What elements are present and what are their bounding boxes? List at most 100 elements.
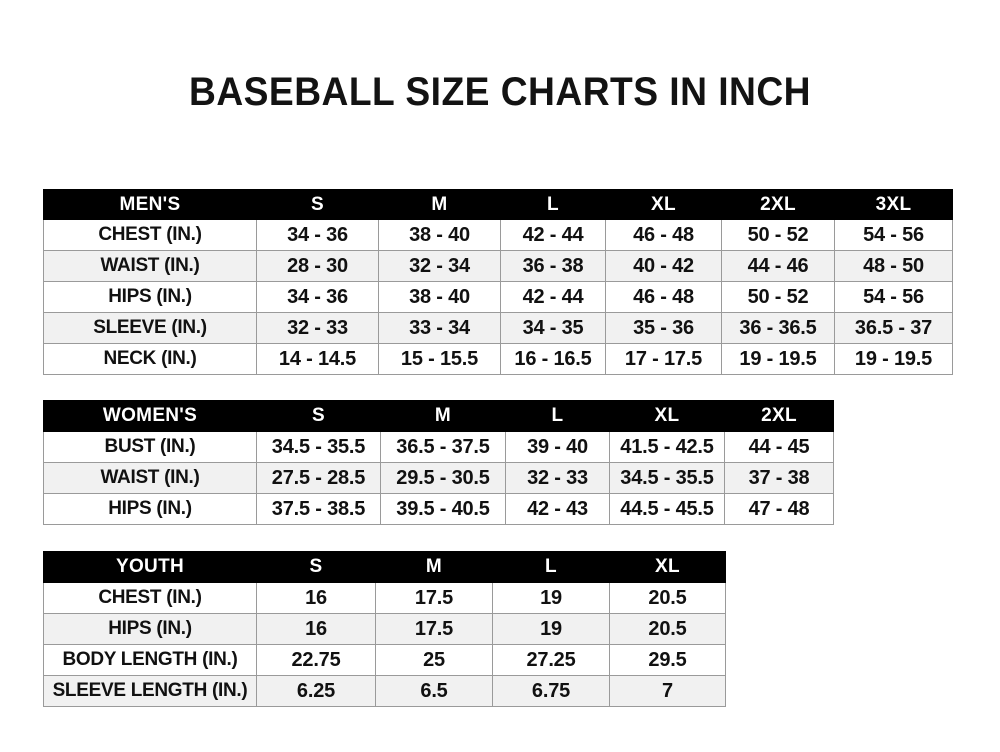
- cell-mens-waist-2xl: 44 - 46: [721, 250, 835, 282]
- womens-header-xl: XL: [609, 400, 725, 432]
- cell-mens-neck-m: 15 - 15.5: [378, 343, 501, 375]
- cell-youth-bodylength-l: 27.25: [492, 644, 610, 676]
- womens-header-l: L: [505, 400, 610, 432]
- row-label-sleeve: SLEEVE (IN.): [43, 312, 257, 344]
- youth-header-m: M: [375, 551, 493, 583]
- row-label-hips: HIPS (IN.): [43, 613, 257, 645]
- mens-size-table: MEN'S S M L XL 2XL 3XL CHEST (IN.) 34 - …: [43, 189, 953, 375]
- cell-womens-waist-l: 32 - 33: [505, 462, 610, 494]
- cell-mens-chest-3xl: 54 - 56: [834, 219, 953, 251]
- cell-mens-neck-xl: 17 - 17.5: [605, 343, 722, 375]
- cell-youth-bodylength-m: 25: [375, 644, 493, 676]
- table-row: WAIST (IN.) 28 - 30 32 - 34 36 - 38 40 -…: [43, 250, 953, 282]
- cell-mens-sleeve-m: 33 - 34: [378, 312, 501, 344]
- cell-youth-hips-xl: 20.5: [609, 613, 726, 645]
- cell-mens-chest-xl: 46 - 48: [605, 219, 722, 251]
- cell-youth-chest-s: 16: [256, 582, 376, 614]
- cell-mens-neck-s: 14 - 14.5: [256, 343, 379, 375]
- cell-mens-waist-xl: 40 - 42: [605, 250, 722, 282]
- cell-mens-sleeve-l: 34 - 35: [500, 312, 606, 344]
- cell-womens-waist-s: 27.5 - 28.5: [256, 462, 381, 494]
- youth-header-l: L: [492, 551, 610, 583]
- table-row: BODY LENGTH (IN.) 22.75 25 27.25 29.5: [43, 644, 726, 676]
- row-label-chest: CHEST (IN.): [43, 582, 257, 614]
- row-label-chest: CHEST (IN.): [43, 219, 257, 251]
- table-row: SLEEVE (IN.) 32 - 33 33 - 34 34 - 35 35 …: [43, 312, 953, 344]
- cell-womens-hips-2xl: 47 - 48: [724, 493, 834, 525]
- womens-size-table: WOMEN'S S M L XL 2XL BUST (IN.) 34.5 - 3…: [43, 400, 834, 525]
- mens-header-category: MEN'S: [43, 189, 257, 220]
- womens-header-2xl: 2XL: [724, 400, 834, 432]
- cell-mens-waist-l: 36 - 38: [500, 250, 606, 282]
- cell-womens-waist-2xl: 37 - 38: [724, 462, 834, 494]
- cell-youth-hips-s: 16: [256, 613, 376, 645]
- cell-youth-chest-m: 17.5: [375, 582, 493, 614]
- cell-youth-hips-m: 17.5: [375, 613, 493, 645]
- cell-youth-hips-l: 19: [492, 613, 610, 645]
- cell-mens-waist-3xl: 48 - 50: [834, 250, 953, 282]
- cell-youth-bodylength-xl: 29.5: [609, 644, 726, 676]
- cell-mens-waist-s: 28 - 30: [256, 250, 379, 282]
- cell-mens-sleeve-3xl: 36.5 - 37: [834, 312, 953, 344]
- cell-youth-sleevelength-l: 6.75: [492, 675, 610, 707]
- row-label-bust: BUST (IN.): [43, 431, 257, 463]
- cell-womens-hips-xl: 44.5 - 45.5: [609, 493, 725, 525]
- table-row: HIPS (IN.) 34 - 36 38 - 40 42 - 44 46 - …: [43, 281, 953, 313]
- womens-header-s: S: [256, 400, 381, 432]
- cell-youth-sleevelength-s: 6.25: [256, 675, 376, 707]
- mens-header-3xl: 3XL: [834, 189, 953, 220]
- youth-size-table: YOUTH S M L XL CHEST (IN.) 16 17.5 19 20…: [43, 551, 726, 707]
- page-title: BASEBALL SIZE CHARTS IN INCH: [188, 70, 812, 114]
- row-label-hips: HIPS (IN.): [43, 493, 257, 525]
- cell-youth-sleevelength-xl: 7: [609, 675, 726, 707]
- mens-header-xl: XL: [605, 189, 722, 220]
- cell-mens-hips-2xl: 50 - 52: [721, 281, 835, 313]
- cell-womens-waist-m: 29.5 - 30.5: [380, 462, 506, 494]
- cell-mens-chest-s: 34 - 36: [256, 219, 379, 251]
- cell-mens-sleeve-2xl: 36 - 36.5: [721, 312, 835, 344]
- youth-header-xl: XL: [609, 551, 726, 583]
- cell-womens-bust-xl: 41.5 - 42.5: [609, 431, 725, 463]
- mens-header-s: S: [256, 189, 379, 220]
- table-row: CHEST (IN.) 34 - 36 38 - 40 42 - 44 46 -…: [43, 219, 953, 251]
- row-label-waist: WAIST (IN.): [43, 250, 257, 282]
- cell-mens-hips-s: 34 - 36: [256, 281, 379, 313]
- cell-womens-hips-l: 42 - 43: [505, 493, 610, 525]
- cell-mens-chest-l: 42 - 44: [500, 219, 606, 251]
- mens-header-m: M: [378, 189, 501, 220]
- youth-header-category: YOUTH: [43, 551, 257, 583]
- cell-womens-waist-xl: 34.5 - 35.5: [609, 462, 725, 494]
- cell-womens-bust-2xl: 44 - 45: [724, 431, 834, 463]
- mens-header-row: MEN'S S M L XL 2XL 3XL: [43, 189, 953, 220]
- cell-youth-sleevelength-m: 6.5: [375, 675, 493, 707]
- row-label-hips: HIPS (IN.): [43, 281, 257, 313]
- cell-mens-hips-l: 42 - 44: [500, 281, 606, 313]
- womens-header-m: M: [380, 400, 506, 432]
- cell-mens-sleeve-xl: 35 - 36: [605, 312, 722, 344]
- cell-mens-waist-m: 32 - 34: [378, 250, 501, 282]
- table-row: SLEEVE LENGTH (IN.) 6.25 6.5 6.75 7: [43, 675, 726, 707]
- table-row: HIPS (IN.) 16 17.5 19 20.5: [43, 613, 726, 645]
- row-label-body-length: BODY LENGTH (IN.): [43, 644, 257, 676]
- row-label-sleeve-length: SLEEVE LENGTH (IN.): [43, 675, 257, 707]
- table-row: CHEST (IN.) 16 17.5 19 20.5: [43, 582, 726, 614]
- cell-womens-hips-m: 39.5 - 40.5: [380, 493, 506, 525]
- cell-mens-neck-3xl: 19 - 19.5: [834, 343, 953, 375]
- cell-mens-sleeve-s: 32 - 33: [256, 312, 379, 344]
- cell-mens-hips-3xl: 54 - 56: [834, 281, 953, 313]
- cell-youth-bodylength-s: 22.75: [256, 644, 376, 676]
- table-row: BUST (IN.) 34.5 - 35.5 36.5 - 37.5 39 - …: [43, 431, 834, 463]
- cell-womens-bust-l: 39 - 40: [505, 431, 610, 463]
- mens-header-2xl: 2XL: [721, 189, 835, 220]
- cell-mens-hips-xl: 46 - 48: [605, 281, 722, 313]
- cell-mens-chest-2xl: 50 - 52: [721, 219, 835, 251]
- womens-header-row: WOMEN'S S M L XL 2XL: [43, 400, 834, 432]
- youth-header-row: YOUTH S M L XL: [43, 551, 726, 583]
- womens-header-category: WOMEN'S: [43, 400, 257, 432]
- cell-womens-bust-m: 36.5 - 37.5: [380, 431, 506, 463]
- mens-header-l: L: [500, 189, 606, 220]
- row-label-waist: WAIST (IN.): [43, 462, 257, 494]
- cell-youth-chest-l: 19: [492, 582, 610, 614]
- youth-header-s: S: [256, 551, 376, 583]
- row-label-neck: NECK (IN.): [43, 343, 257, 375]
